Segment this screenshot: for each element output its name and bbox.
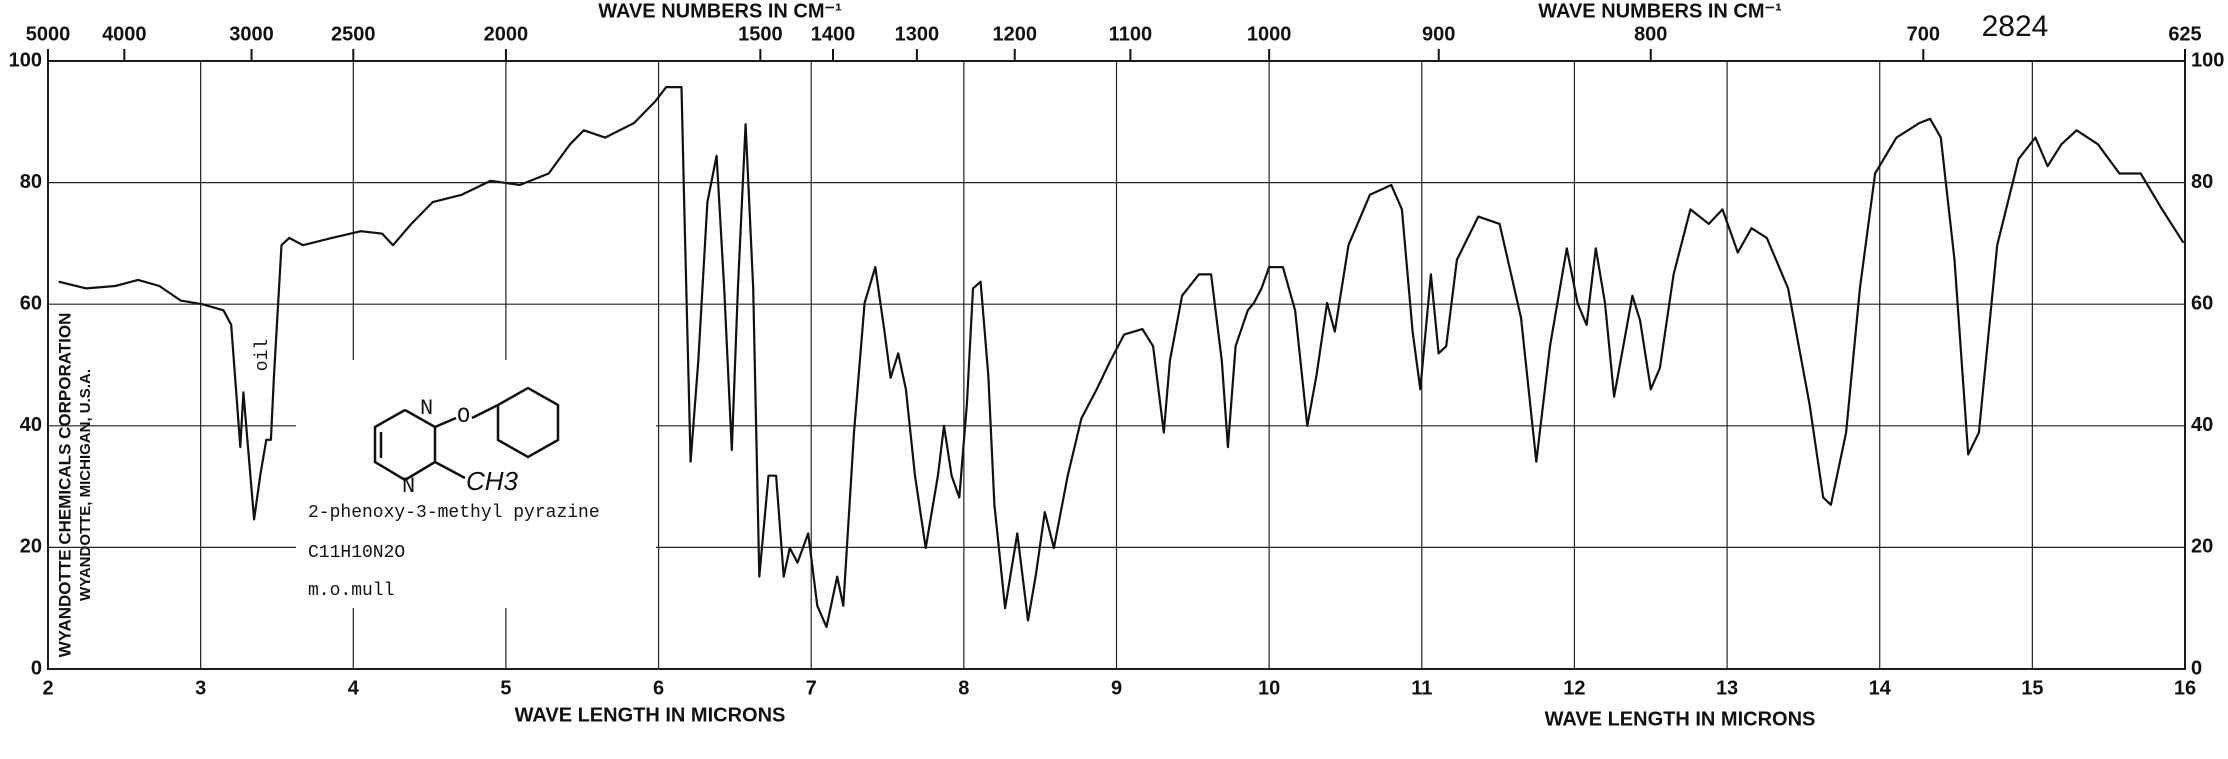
- y-tick-label-right: 0: [2191, 657, 2202, 679]
- atom-label: CH3: [466, 466, 519, 496]
- y-tick-label-right: 60: [2191, 292, 2213, 314]
- top-tick-label: 3000: [229, 23, 274, 45]
- structure-background: [296, 360, 656, 608]
- top-tick-label: 4000: [102, 23, 147, 45]
- x-axis-label: WAVE LENGTH IN MICRONS: [515, 704, 786, 726]
- x-tick-label: 3: [195, 677, 206, 699]
- top-tick-label: 900: [1422, 23, 1455, 45]
- y-tick-label-right: 100: [2191, 49, 2224, 71]
- y-tick-label: 60: [20, 292, 42, 314]
- x-tick-label: 10: [1258, 677, 1280, 699]
- x-tick-label: 7: [806, 677, 817, 699]
- atom-label: N: [420, 396, 433, 421]
- top-tick-label: 800: [1634, 23, 1667, 45]
- top-tick-label: 700: [1907, 23, 1940, 45]
- x-tick-label: 12: [1563, 677, 1585, 699]
- top-tick-label: 5000: [26, 23, 71, 45]
- y-tick-label: 100: [9, 49, 42, 71]
- top-tick-label: 1500: [738, 23, 783, 45]
- x-tick-label: 16: [2174, 677, 2196, 699]
- compound-formula: C11H10N2O: [308, 543, 405, 563]
- x-axis-label: WAVE LENGTH IN MICRONS: [1545, 708, 1816, 730]
- y-tick-label-right: 80: [2191, 171, 2213, 193]
- x-tick-label: 5: [500, 677, 511, 699]
- x-tick-label: 9: [1111, 677, 1122, 699]
- y-tick-label: 40: [20, 414, 42, 436]
- spectrum-line: [58, 86, 2185, 629]
- spectrum-number: 2824: [1982, 10, 2049, 43]
- x-tick-label: 15: [2021, 677, 2043, 699]
- y-tick-label: 0: [31, 657, 42, 679]
- top-axis-label: WAVE NUMBERS IN CM⁻¹: [598, 0, 842, 22]
- company: WYANDOTTE CHEMICALS CORPORATION: [55, 313, 74, 658]
- company-location: WYANDOTTE, MICHIGAN, U.S.A.: [77, 369, 94, 601]
- y-tick-label-right: 20: [2191, 536, 2213, 558]
- top-axis-label: WAVE NUMBERS IN CM⁻¹: [1538, 0, 1782, 22]
- top-tick-label: 1100: [1109, 23, 1152, 45]
- top-tick-label: 1300: [895, 23, 940, 45]
- x-tick-label: 6: [653, 677, 664, 699]
- y-tick-label: 80: [20, 171, 42, 193]
- atom-label: N: [402, 474, 415, 499]
- top-tick-label: 625: [2168, 23, 2201, 45]
- x-tick-label: 8: [958, 677, 969, 699]
- y-tick-label-right: 40: [2191, 414, 2213, 436]
- x-tick-label: 4: [348, 677, 360, 699]
- y-tick-label: 20: [20, 536, 42, 558]
- x-tick-label: 14: [1869, 677, 1892, 699]
- top-tick-label: 1000: [1247, 23, 1292, 45]
- band-note: oil: [253, 339, 273, 371]
- top-tick-label: 1400: [811, 23, 856, 45]
- structure-box: N N O CH3 2-phenoxy-3-methyl pyrazine C1…: [296, 360, 656, 608]
- top-tick-label: 2000: [484, 23, 529, 45]
- compound-method: m.o.mull: [308, 581, 394, 601]
- top-tick-label: 2500: [331, 23, 376, 45]
- compound-name: 2-phenoxy-3-methyl pyrazine: [308, 503, 600, 523]
- x-tick-label: 11: [1411, 677, 1432, 699]
- atom-label: O: [457, 404, 470, 429]
- top-tick-label: 1200: [992, 23, 1037, 45]
- structure-drawing: [373, 386, 560, 482]
- x-tick-label: 2: [42, 677, 53, 699]
- x-tick-label: 13: [1716, 677, 1738, 699]
